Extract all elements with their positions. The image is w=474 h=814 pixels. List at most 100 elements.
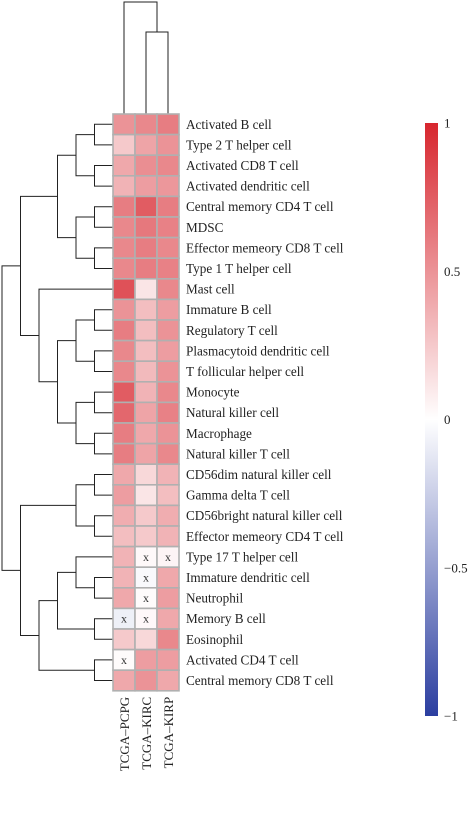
heatmap-cell <box>156 380 180 404</box>
row-label: Central memory CD8 T cell <box>186 673 334 688</box>
heatmap-cell <box>156 586 180 610</box>
row-label: Activated CD8 T cell <box>186 158 299 173</box>
heatmap-cell <box>112 380 136 404</box>
significance-mark: x <box>143 591 149 605</box>
row-dendrogram-branch <box>94 618 113 640</box>
significance-mark: x <box>165 550 171 564</box>
colorbar-gradient <box>425 123 438 716</box>
heatmap-cell <box>156 175 180 198</box>
row-dendrogram-branch <box>57 154 76 239</box>
column-label: TCGA–KIRP <box>161 697 176 769</box>
row-label: Type 17 T helper cell <box>186 549 298 564</box>
heatmap-cell <box>134 175 158 198</box>
heatmap-cell <box>112 195 136 218</box>
heatmap-cell <box>156 504 180 527</box>
colorbar-tick-label: −0.5 <box>444 560 468 575</box>
significance-mark: x <box>143 550 149 564</box>
row-label: MDSC <box>186 220 224 235</box>
heatmap-cell <box>156 463 180 486</box>
heatmap-cell <box>112 525 136 548</box>
row-label: Immature B cell <box>186 302 272 317</box>
row-label: Activated dendritic cell <box>186 179 310 194</box>
heatmap-cell <box>156 216 180 239</box>
row-dendrogram-branch <box>94 123 113 146</box>
row-label: Effector memeory CD8 T cell <box>186 240 344 255</box>
heatmap-cell <box>156 442 180 466</box>
heatmap-cell <box>156 113 180 136</box>
heatmap-cell <box>156 339 180 363</box>
heatmap-cell <box>156 628 180 651</box>
row-label: Plasmacytoid dendritic cell <box>186 343 330 358</box>
heatmap-cell <box>156 154 180 177</box>
heatmap-cell <box>134 401 158 424</box>
heatmap-cell <box>134 339 158 363</box>
heatmap-cell <box>134 277 158 301</box>
heatmap-cell <box>134 463 158 486</box>
row-dendrogram-branch <box>75 484 95 527</box>
heatmap-cell <box>134 257 158 280</box>
heatmap-cell <box>156 360 180 383</box>
row-label: Regulatory T cell <box>186 323 278 338</box>
heatmap-cell <box>112 586 136 610</box>
row-label: Natural killer T cell <box>186 446 290 461</box>
heatmap-cell <box>156 236 180 260</box>
row-label: Effector memeory CD4 T cell <box>186 529 344 544</box>
heatmap-cell <box>112 216 136 239</box>
heatmap-cell <box>134 525 158 548</box>
heatmap-cell <box>156 566 180 589</box>
heatmap-cell <box>134 298 158 321</box>
heatmap-cell <box>134 483 158 507</box>
heatmap-cell <box>134 442 158 466</box>
heatmap-cell <box>156 648 180 671</box>
heatmap-cell <box>134 319 158 342</box>
row-dendrogram-branch <box>94 165 113 187</box>
heatmap-cells <box>112 113 180 692</box>
heatmap-cell <box>112 277 136 301</box>
heatmap-cell <box>112 113 136 136</box>
row-label: CD56bright natural killer cell <box>186 508 343 523</box>
heatmap-cell <box>134 669 158 692</box>
heatmap-cell <box>156 483 180 507</box>
heatmap-cell <box>112 422 136 445</box>
row-label: Eosinophil <box>186 632 243 647</box>
row-dendrogram-branch <box>94 577 113 599</box>
row-labels: Activated B cell Type 2 T helper cell Acti… <box>186 117 344 688</box>
heatmap-cell <box>112 442 136 466</box>
row-label: Central memory CD4 T cell <box>186 199 334 214</box>
significance-mark: x <box>143 612 149 626</box>
heatmap-cell <box>134 216 158 239</box>
heatmap-cell <box>112 669 136 692</box>
heatmap-cell <box>112 628 136 651</box>
heatmap-cell <box>134 628 158 651</box>
heatmap-cell <box>156 133 180 157</box>
row-dendrogram <box>1 123 113 681</box>
row-dendrogram-branch <box>94 206 113 228</box>
colorbar: 1 0.5 0 −0.5 −1 <box>425 116 468 724</box>
row-dendrogram-branch <box>94 309 113 331</box>
heatmap-cell <box>156 195 180 218</box>
row-dendrogram-branch <box>57 340 76 424</box>
heatmap-cell <box>112 401 136 424</box>
row-dendrogram-branch <box>38 600 95 671</box>
row-dendrogram-branch <box>1 265 21 571</box>
column-label: TCGA–KIRC <box>139 697 154 770</box>
row-label: Neutrophil <box>186 591 243 606</box>
row-label: Immature dendritic cell <box>186 570 310 585</box>
heatmap-cell <box>134 236 158 260</box>
heatmap-cell <box>112 360 136 383</box>
row-label: CD56dim natural killer cell <box>186 467 332 482</box>
heatmap-cell <box>156 298 180 321</box>
row-dendrogram-branch <box>94 515 113 537</box>
row-dendrogram-branch <box>94 391 113 414</box>
column-dendrogram-branch <box>123 1 158 114</box>
heatmap-cell <box>156 525 180 548</box>
heatmap-cell <box>112 339 136 363</box>
row-label: Macrophage <box>186 426 252 441</box>
row-label: Mast cell <box>186 282 235 297</box>
heatmap-cell <box>156 669 180 692</box>
row-label: Memory B cell <box>186 611 266 626</box>
heatmap-cell <box>112 236 136 260</box>
row-label: Activated CD4 T cell <box>186 652 299 667</box>
significance-mark: x <box>121 653 127 667</box>
